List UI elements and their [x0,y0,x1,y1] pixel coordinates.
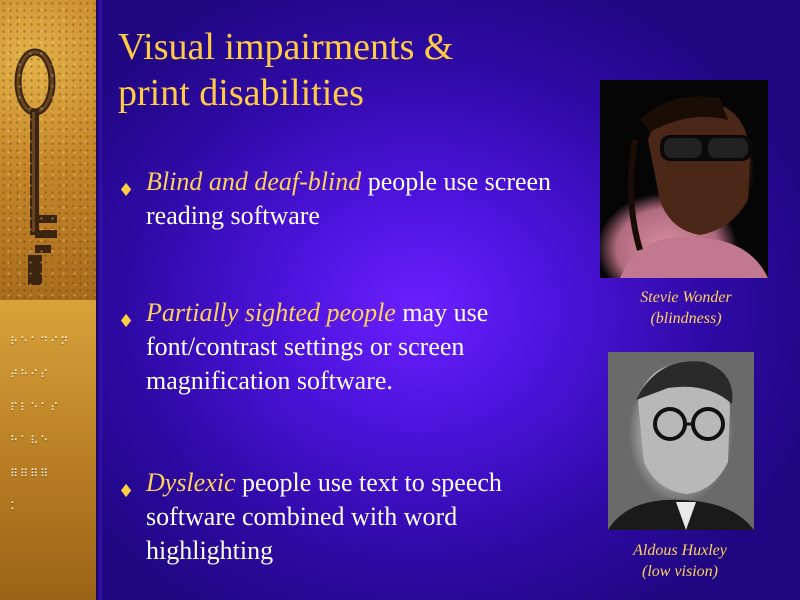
braille-row: ⠿⠿⠿⠿ [10,467,51,480]
braille-row: ⠓⠁⠧⠑ [10,434,51,447]
caption-name: Aldous Huxley [633,542,727,559]
bullet-item: ♦ Blind and deaf-blind people use screen… [118,165,588,233]
photo-aldous-huxley [608,352,754,530]
bullet-item: ♦ Dyslexic people use text to speech sof… [118,466,588,568]
bullet-rest: may use font/contrast settings or screen… [146,298,489,395]
caption-note: (low vision) [642,563,718,580]
slide-title: Visual impairments & print disabilities [118,26,454,114]
bullet-icon: ♦ [118,311,135,332]
photo-caption: Stevie Wonder (blindness) [604,287,768,329]
portrait-illustration [608,361,754,530]
bullet-icon: ♦ [118,481,135,502]
braille-row: ⠅ [10,500,21,513]
portrait-illustration [620,96,768,278]
braille-row: ⠗⠑⠁⠙⠊⠝ [10,335,71,348]
bullet-rest: people use screen reading software [146,167,552,230]
decorative-strip: ⠗⠑⠁⠙⠊⠝ ⠞⠓⠊⠎ ⠏⠇⠑⠁⠎ ⠓⠁⠧⠑ ⠿⠿⠿⠿ ⠅ [0,0,102,600]
key-image [0,0,102,300]
braille-row: ⠏⠇⠑⠁⠎ [10,401,61,414]
bullet-text: Blind and deaf-blind people use screen r… [146,165,588,233]
caption-note: (blindness) [650,310,722,327]
bullet-text: Partially sighted people may use font/co… [146,296,588,398]
bullet-emphasis: Blind and deaf-blind [146,167,362,196]
bullet-emphasis: Partially sighted people [146,298,396,327]
photo-caption: Aldous Huxley (low vision) [600,540,760,582]
caption-name: Stevie Wonder [640,289,732,306]
bullet-emphasis: Dyslexic [146,468,236,497]
bullet-rest: people use text to speech software combi… [146,468,502,565]
braille-row: ⠞⠓⠊⠎ [10,368,51,381]
braille-panel: ⠗⠑⠁⠙⠊⠝ ⠞⠓⠊⠎ ⠏⠇⠑⠁⠎ ⠓⠁⠧⠑ ⠿⠿⠿⠿ ⠅ [0,300,102,600]
strip-edge [96,0,102,600]
bullet-icon: ♦ [118,180,135,201]
bullet-item: ♦ Partially sighted people may use font/… [118,296,588,398]
photo-stevie-wonder [600,80,768,278]
bullet-text: Dyslexic people use text to speech softw… [146,466,588,568]
key-icon [14,48,57,285]
